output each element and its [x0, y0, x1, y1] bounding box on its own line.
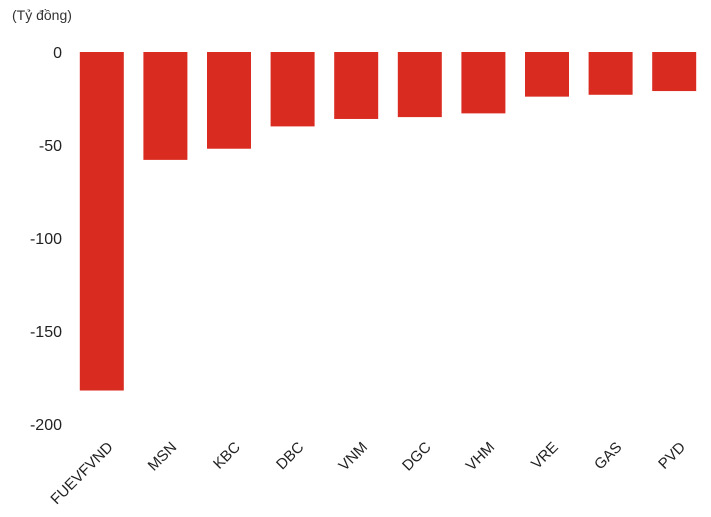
- x-tick-label: VRE: [528, 439, 562, 473]
- x-tick-label: VHM: [463, 439, 499, 475]
- bar-pvd: [652, 52, 697, 92]
- x-tick-label: FUEVFVND: [47, 439, 116, 508]
- x-tick-label: VNM: [335, 439, 371, 475]
- bar-dgc: [397, 52, 442, 118]
- y-tick-label: -150: [30, 324, 62, 341]
- bar-vnm: [334, 52, 379, 119]
- y-tick-label: -50: [39, 138, 62, 155]
- bar-msn: [143, 52, 188, 160]
- bar-vre: [525, 52, 569, 97]
- x-tick-label: KBC: [210, 439, 244, 473]
- y-tick-label: -100: [30, 231, 62, 248]
- x-tick-label: PVD: [655, 439, 689, 473]
- bar-vhm: [461, 52, 506, 114]
- bar-kbc: [207, 52, 251, 149]
- x-tick-label: DGC: [399, 439, 435, 475]
- y-tick-label: 0: [53, 45, 62, 62]
- x-tick-label: DBC: [273, 439, 308, 474]
- bars: [79, 52, 697, 391]
- x-axis-ticks: FUEVFVND MSN KBC DBC VNM DGC VHM VRE GAS PVD: [47, 439, 689, 508]
- bar-dbc: [270, 52, 315, 127]
- bar-gas: [588, 52, 633, 95]
- y-tick-label: -200: [30, 417, 62, 434]
- x-tick-label: GAS: [591, 439, 625, 473]
- unit-label: (Tỷ đồng): [12, 7, 72, 23]
- y-axis-ticks: 0 -50 -100 -150 -200: [30, 45, 62, 434]
- bar-fuevfvnd: [79, 52, 124, 391]
- x-tick-label: MSN: [145, 439, 181, 475]
